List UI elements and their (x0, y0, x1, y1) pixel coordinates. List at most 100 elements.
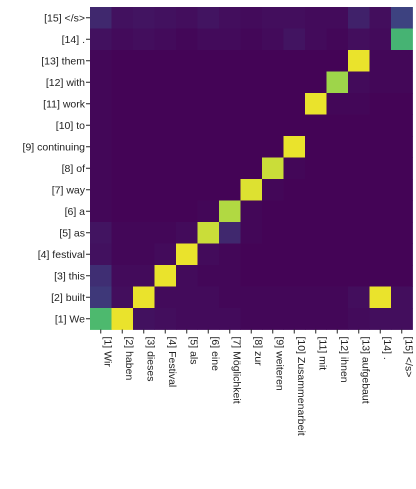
heatmap-cell (391, 200, 413, 223)
heatmap-cell (111, 28, 134, 51)
heatmap-cell (369, 28, 392, 51)
heatmap-cell (240, 7, 263, 29)
y-tick-label: [2] built (51, 292, 85, 304)
y-tick-label: [8] of (62, 163, 85, 175)
heatmap-cell (326, 243, 349, 266)
heatmap-cell (348, 265, 370, 287)
heatmap-cell (154, 50, 177, 72)
heatmap-cell (90, 7, 112, 29)
heatmap-cell (369, 71, 392, 94)
heatmap-cell (305, 179, 327, 201)
heatmap-cell (219, 179, 241, 201)
heatmap-cell (197, 265, 220, 287)
heatmap-cell (326, 7, 349, 29)
heatmap-cell (369, 93, 392, 115)
heatmap-cell (262, 286, 284, 309)
heatmap-cell (197, 308, 220, 330)
heatmap-cell (326, 28, 349, 51)
heatmap-cell (326, 71, 349, 94)
heatmap-cell (219, 308, 241, 330)
heatmap-cell (305, 7, 327, 29)
heatmap-cell (240, 157, 263, 180)
heatmap-cell (90, 243, 112, 266)
heatmap-cell (154, 243, 177, 266)
heatmap-cell (369, 286, 392, 309)
heatmap-cell (176, 265, 198, 287)
heatmap-cell (133, 243, 155, 266)
heatmap-cell (369, 136, 392, 158)
heatmap-cell (240, 50, 263, 72)
heatmap-cell (326, 157, 349, 180)
heatmap-cell (90, 28, 112, 51)
x-tick-label: [7] Möglichkeit (231, 337, 243, 404)
x-tick-label: [12] ihnen (338, 337, 350, 383)
heatmap-cell (391, 28, 413, 51)
heatmap-cell (111, 50, 134, 72)
heatmap-cell (197, 7, 220, 29)
heatmap-cell (154, 28, 177, 51)
y-axis: [15] </s> [14] . [13] them [12] with [11] wo… (23, 13, 90, 326)
heatmap-cell (133, 114, 155, 137)
heatmap-cell (176, 50, 198, 72)
heatmap-cell (219, 7, 241, 29)
heatmap-cell (262, 114, 284, 137)
heatmap-cell (90, 265, 112, 287)
heatmap-cell (391, 243, 413, 266)
heatmap-cell (305, 114, 327, 137)
heatmap-cell (305, 265, 327, 287)
heatmap-cell (176, 200, 198, 223)
heatmap-cell (326, 308, 349, 330)
heatmap-cell (369, 222, 392, 244)
heatmap-cell (111, 136, 134, 158)
heatmap-cell (262, 200, 284, 223)
heatmap-cell (262, 136, 284, 158)
heatmap-cell (154, 7, 177, 29)
heatmap-cell (240, 265, 263, 287)
heatmap-cell (348, 114, 370, 137)
x-tick-label: [1] Wir (102, 337, 114, 368)
heatmap-cell (154, 200, 177, 223)
heatmap-cell (305, 136, 327, 158)
heatmap-cell (283, 50, 306, 72)
heatmap-cell (133, 7, 155, 29)
heatmap-cell (197, 71, 220, 94)
heatmap-cell (391, 157, 413, 180)
heatmap-cell (348, 136, 370, 158)
heatmap-cell (305, 243, 327, 266)
heatmap-cell (176, 136, 198, 158)
heatmap-cells (90, 7, 413, 330)
heatmap-cell (326, 200, 349, 223)
heatmap-cell (391, 136, 413, 158)
heatmap-cell (111, 7, 134, 29)
heatmap-cell (348, 157, 370, 180)
heatmap-cell (219, 286, 241, 309)
heatmap-cell (154, 286, 177, 309)
heatmap-cell (326, 93, 349, 115)
x-tick-label: [10] Zusammenarbeit (295, 337, 307, 436)
heatmap-cell (348, 243, 370, 266)
heatmap-cell (391, 222, 413, 244)
heatmap-cell (240, 179, 263, 201)
heatmap-cell (111, 71, 134, 94)
heatmap-cell (305, 50, 327, 72)
heatmap-cell (90, 286, 112, 309)
heatmap-cell (154, 71, 177, 94)
heatmap-cell (197, 222, 220, 244)
heatmap-cell (154, 179, 177, 201)
heatmap-cell (197, 114, 220, 137)
heatmap-cell (305, 93, 327, 115)
heatmap-cell (326, 179, 349, 201)
heatmap-cell (133, 308, 155, 330)
heatmap-cell (391, 93, 413, 115)
heatmap-cell (90, 50, 112, 72)
heatmap-cell (219, 265, 241, 287)
y-tick-label: [5] as (59, 228, 85, 240)
heatmap-cell (283, 28, 306, 51)
heatmap-cell (111, 179, 134, 201)
heatmap-cell (111, 93, 134, 115)
heatmap-cell (369, 114, 392, 137)
heatmap-cell (197, 50, 220, 72)
heatmap-cell (369, 179, 392, 201)
heatmap-cell (326, 265, 349, 287)
heatmap-cell (326, 136, 349, 158)
